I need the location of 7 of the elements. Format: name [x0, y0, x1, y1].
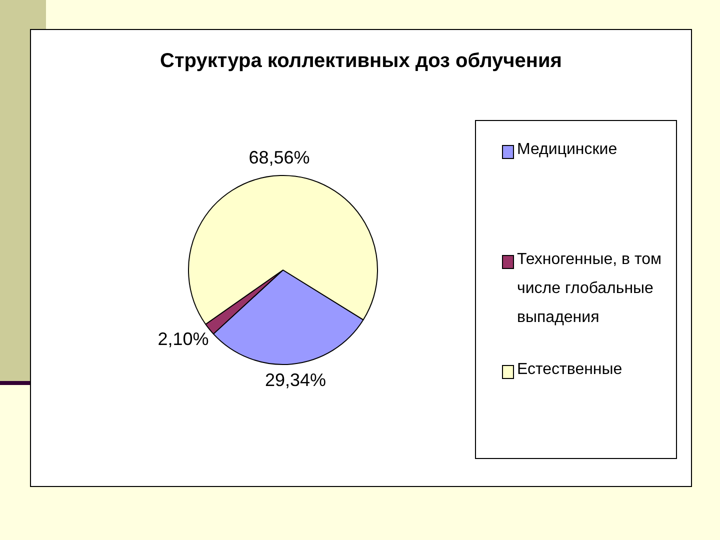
data-label: 29,34%: [264, 370, 326, 390]
data-label: 68,56%: [248, 148, 310, 168]
legend-label: Медицинские: [517, 140, 618, 160]
data-label: 2,10%: [158, 328, 209, 349]
chart-title: Структура коллективных доз облучения: [159, 50, 563, 73]
legend-label: Техногенные, в том числе глобальные выпадения: [517, 250, 662, 328]
legend-label: Естественные: [517, 360, 624, 380]
